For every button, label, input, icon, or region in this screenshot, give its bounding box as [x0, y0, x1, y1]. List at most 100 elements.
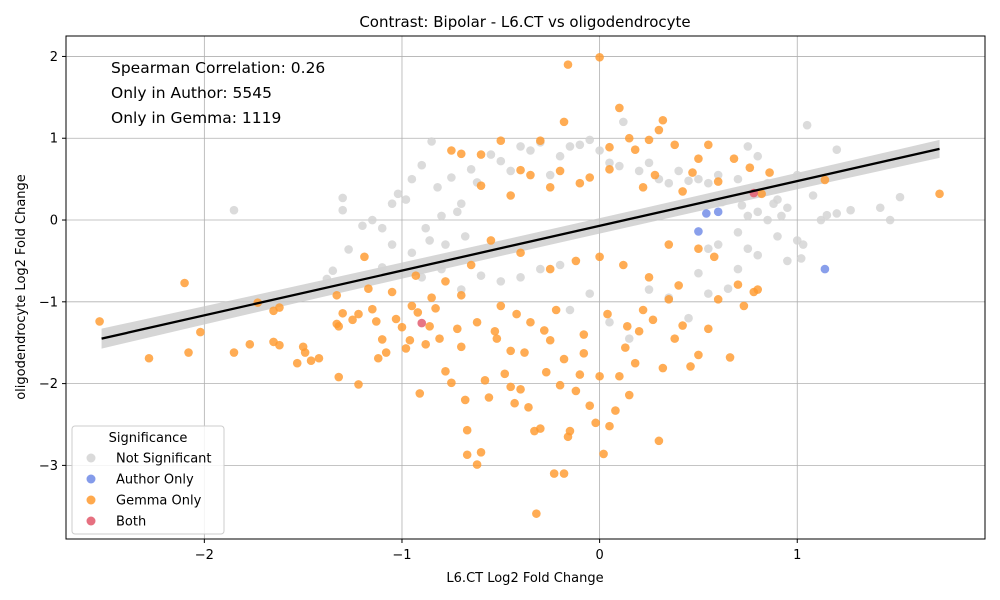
- point-not-significant: [723, 284, 733, 294]
- legend-label-gemma-only: Gemma Only: [116, 494, 202, 509]
- point-not-significant: [822, 210, 832, 220]
- axis-ticks: −2 −1 0 1 −3 −2 −1 0 1 2: [39, 50, 802, 563]
- point-gemma-only: [496, 136, 506, 145]
- point-gemma-only: [441, 367, 450, 376]
- point-not-significant: [792, 170, 802, 180]
- point-gemma-only: [364, 284, 373, 294]
- point-not-significant: [427, 137, 436, 146]
- y-tick-label: −1: [39, 295, 58, 310]
- point-gemma-only: [526, 317, 535, 327]
- chart-title: Contrast: Bipolar - L6.CT vs oligodendro…: [359, 13, 690, 31]
- point-gemma-only: [229, 348, 239, 357]
- point-gemma-only: [591, 418, 600, 428]
- point-not-significant: [456, 199, 466, 208]
- legend-title: Significance: [109, 431, 188, 446]
- point-gemma-only: [694, 350, 703, 360]
- point-gemma-only: [334, 372, 344, 382]
- point-not-significant: [832, 209, 842, 218]
- point-not-significant: [555, 151, 565, 161]
- legend-label-both: Both: [116, 515, 146, 530]
- y-tick-label: 0: [50, 214, 58, 229]
- regression-line-group: [101, 147, 940, 340]
- point-gemma-only: [516, 385, 525, 394]
- point-not-significant: [358, 221, 367, 231]
- point-gemma-only: [360, 252, 369, 262]
- point-not-significant: [486, 150, 496, 159]
- point-not-significant: [229, 205, 239, 215]
- point-gemma-only: [599, 449, 608, 459]
- point-gemma-only: [745, 163, 755, 172]
- legend-marker-both: [86, 516, 96, 526]
- point-not-significant: [425, 236, 434, 245]
- point-gemma-only: [512, 309, 521, 319]
- point-gemma-only: [184, 348, 193, 357]
- author-only-count-annotation: Only in Author: 5545: [111, 84, 272, 102]
- x-tick-label: −1: [392, 548, 411, 563]
- point-gemma-only: [664, 295, 674, 304]
- point-gemma-only: [563, 60, 573, 69]
- point-not-significant: [743, 211, 753, 221]
- point-gemma-only: [565, 426, 575, 436]
- point-gemma-only: [500, 369, 510, 379]
- point-not-significant: [704, 289, 713, 298]
- point-gemma-only: [725, 353, 735, 362]
- point-gemma-only: [516, 248, 525, 258]
- point-gemma-only: [549, 469, 559, 478]
- point-gemma-only: [506, 191, 515, 200]
- point-gemma-only: [605, 165, 614, 174]
- point-not-significant: [783, 256, 792, 266]
- point-gemma-only: [670, 140, 680, 150]
- point-not-significant: [713, 170, 723, 180]
- point-not-significant: [737, 201, 747, 210]
- point-not-significant: [816, 215, 826, 225]
- point-not-significant: [619, 117, 628, 127]
- point-not-significant: [526, 146, 535, 155]
- point-gemma-only: [595, 371, 604, 381]
- stats-annotations: Spearman Correlation: 0.26 Only in Autho…: [111, 59, 325, 127]
- point-gemma-only: [447, 378, 456, 388]
- point-not-significant: [777, 211, 786, 221]
- point-gemma-only: [555, 166, 565, 176]
- point-not-significant: [536, 264, 545, 274]
- legend-entries: Not Significant Author Only Gemma Only Both: [86, 452, 212, 530]
- point-not-significant: [565, 142, 575, 151]
- point-not-significant: [763, 178, 772, 188]
- point-not-significant: [684, 176, 693, 186]
- legend-marker-not-significant: [86, 453, 96, 463]
- point-gemma-only: [387, 287, 397, 297]
- point-author-only: [820, 264, 830, 274]
- point-gemma-only: [704, 324, 713, 334]
- point-gemma-only: [559, 354, 569, 364]
- point-gemma-only: [678, 321, 687, 330]
- point-gemma-only: [621, 343, 630, 352]
- plot-frame: [65, 35, 986, 540]
- point-gemma-only: [462, 425, 472, 435]
- point-not-significant: [545, 170, 555, 180]
- point-gemma-only: [739, 301, 749, 311]
- point-not-significant: [328, 266, 338, 276]
- point-not-significant: [437, 264, 446, 274]
- point-not-significant: [832, 145, 842, 154]
- point-gemma-only: [585, 401, 595, 410]
- point-gemma-only: [524, 403, 533, 412]
- point-gemma-only: [658, 115, 668, 125]
- point-gemma-only: [605, 142, 614, 152]
- point-gemma-only: [555, 380, 565, 390]
- point-gemma-only: [694, 154, 703, 163]
- point-gemma-only: [753, 285, 763, 294]
- point-not-significant: [733, 174, 743, 184]
- point-not-significant: [516, 272, 525, 282]
- point-gemma-only: [935, 189, 944, 199]
- point-gemma-only: [292, 358, 302, 368]
- point-gemma-only: [526, 170, 535, 180]
- point-gemma-only: [658, 363, 668, 373]
- regression-line: [101, 147, 940, 340]
- point-gemma-only: [619, 260, 628, 270]
- point-gemma-only: [180, 278, 189, 288]
- point-gemma-only: [670, 334, 680, 343]
- point-gemma-only: [603, 309, 612, 319]
- point-gemma-only: [611, 406, 620, 415]
- point-gemma-only: [405, 335, 415, 345]
- point-not-significant: [796, 254, 806, 263]
- point-not-significant: [437, 211, 446, 221]
